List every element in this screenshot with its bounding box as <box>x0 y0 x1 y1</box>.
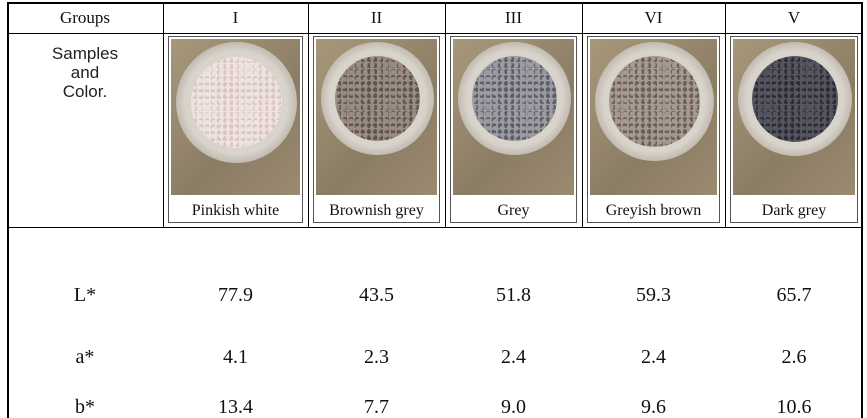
sample-caption: Grey <box>451 202 576 220</box>
sample-caption: Brownish grey <box>314 202 439 220</box>
table-figure: GroupsIIIIIIVIVSamples and Color.Pinkish… <box>0 0 867 418</box>
value-cell: 77.9 <box>163 279 308 311</box>
row-label: a* <box>7 341 163 373</box>
header-cell: III <box>445 2 582 33</box>
row-label: Samples and Color. <box>7 44 163 144</box>
sample-photo <box>590 39 717 195</box>
sample-photo-box: Dark grey <box>730 36 858 223</box>
column-line <box>163 2 164 227</box>
row-line <box>7 33 863 34</box>
sample-material <box>752 56 839 143</box>
value-cell: 9.6 <box>582 391 725 418</box>
value-cell: 2.4 <box>582 341 725 373</box>
sample-caption: Greyish brown <box>588 202 719 220</box>
value-cell: 9.0 <box>445 391 582 418</box>
sample-material <box>472 56 558 142</box>
value-cell: 13.4 <box>163 391 308 418</box>
row-label: L* <box>7 279 163 311</box>
sample-photo <box>453 39 574 195</box>
value-cell: 2.3 <box>308 341 445 373</box>
column-line <box>308 2 309 227</box>
sample-material <box>609 56 699 146</box>
row-line <box>7 227 863 228</box>
header-cell: II <box>308 2 445 33</box>
sample-photo-box: Greyish brown <box>587 36 720 223</box>
header-cell: VI <box>582 2 725 33</box>
value-cell: 2.6 <box>725 341 863 373</box>
sample-photo-box: Brownish grey <box>313 36 440 223</box>
sample-photo <box>733 39 855 195</box>
header-cell: V <box>725 2 863 33</box>
column-line <box>582 2 583 227</box>
value-cell: 4.1 <box>163 341 308 373</box>
value-cell: 65.7 <box>725 279 863 311</box>
sample-caption: Pinkish white <box>169 202 302 220</box>
sample-photo-box: Pinkish white <box>168 36 303 223</box>
value-cell: 59.3 <box>582 279 725 311</box>
header-cell: Groups <box>7 2 163 33</box>
column-line <box>445 2 446 227</box>
sample-photo-box: Grey <box>450 36 577 223</box>
column-line <box>725 2 726 227</box>
row-label: b* <box>7 391 163 418</box>
value-cell: 10.6 <box>725 391 863 418</box>
sample-material <box>191 57 283 149</box>
sample-photo <box>316 39 437 195</box>
sample-photo <box>171 39 300 195</box>
value-cell: 2.4 <box>445 341 582 373</box>
sample-caption: Dark grey <box>731 202 857 220</box>
value-cell: 43.5 <box>308 279 445 311</box>
header-cell: I <box>163 2 308 33</box>
value-cell: 51.8 <box>445 279 582 311</box>
sample-material <box>335 56 421 142</box>
value-cell: 7.7 <box>308 391 445 418</box>
